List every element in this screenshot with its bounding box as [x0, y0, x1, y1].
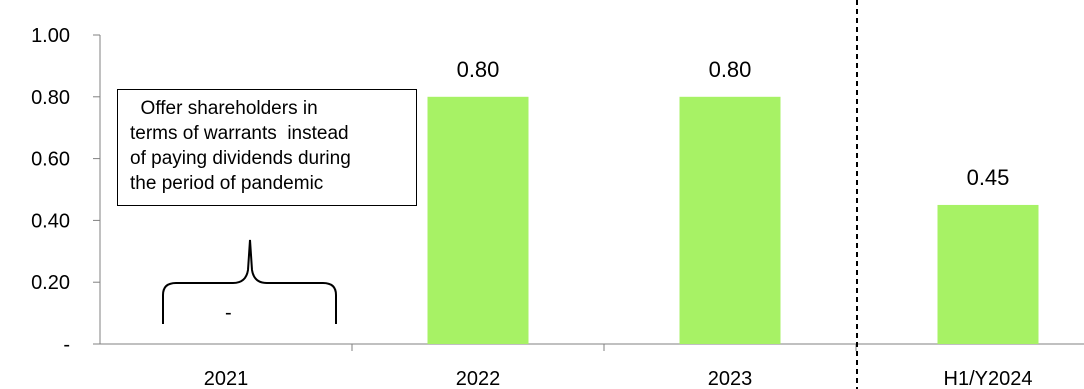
y-tick-label: 1.00	[31, 25, 70, 47]
y-tick-label: 0.20	[31, 272, 70, 294]
category-label-H1-Y2024: H1/Y2024	[944, 368, 1033, 389]
y-tick-label: 0.60	[31, 149, 70, 171]
data-label-2021: -	[225, 302, 232, 324]
data-label-2022: 0.80	[457, 57, 500, 82]
bar-H1-Y2024	[937, 204, 1039, 344]
y-tick-label: 0.80	[31, 87, 70, 109]
annotation-line-1: Offer shareholders in	[130, 98, 318, 119]
data-label-H1-Y2024: 0.45	[967, 165, 1010, 190]
annotation-line-2: terms of warrants instead	[130, 123, 349, 145]
bar-2023	[679, 96, 781, 344]
annotation-line-3: of paying dividends during	[130, 148, 351, 170]
bar-2022	[427, 96, 529, 344]
category-label-2022: 2022	[456, 368, 501, 389]
data-label-2023: 0.80	[709, 57, 752, 82]
annotation-box: Offer shareholders in terms of warrants …	[117, 89, 417, 206]
category-label-2023: 2023	[708, 368, 753, 389]
category-label-2021: 2021	[204, 368, 249, 389]
curly-brace	[162, 239, 337, 324]
y-tick-label: -	[63, 334, 70, 356]
annotation-line-4: the period of pandemic	[130, 173, 324, 195]
y-tick-label: 0.40	[31, 210, 70, 232]
